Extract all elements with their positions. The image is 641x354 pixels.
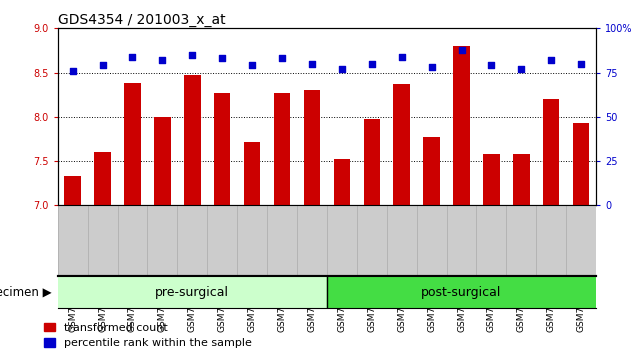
Point (337, 66, 347, 72)
Bar (274, 93, 290, 205)
Bar (333, 159, 350, 205)
Bar (363, 119, 380, 205)
Bar (124, 83, 141, 205)
Bar (423, 137, 440, 205)
Bar (94, 152, 111, 205)
Bar (184, 75, 201, 205)
Text: post-surgical: post-surgical (421, 286, 502, 298)
Point (217, 56, 228, 61)
Bar (64, 176, 81, 205)
Point (367, 61, 377, 67)
Point (247, 63, 257, 68)
Point (397, 54, 407, 59)
Bar (543, 99, 560, 205)
Point (426, 64, 437, 70)
Bar (453, 46, 470, 205)
Point (187, 52, 197, 58)
Bar (214, 93, 231, 205)
Point (157, 57, 167, 63)
Bar (304, 90, 320, 205)
Text: specimen ▶: specimen ▶ (0, 286, 51, 298)
Point (546, 57, 556, 63)
Legend: transformed count, percentile rank within the sample: transformed count, percentile rank withi… (44, 322, 252, 348)
Point (576, 61, 587, 67)
Point (97, 63, 108, 68)
Point (277, 56, 287, 61)
Point (67, 68, 78, 74)
Text: pre-surgical: pre-surgical (155, 286, 229, 298)
Bar (58, 276, 327, 308)
Point (516, 66, 526, 72)
Point (456, 47, 467, 52)
Bar (394, 84, 410, 205)
Bar (154, 117, 171, 205)
Bar (483, 154, 500, 205)
Point (307, 61, 317, 67)
Point (128, 54, 138, 59)
Bar (573, 123, 590, 205)
Text: GDS4354 / 201003_x_at: GDS4354 / 201003_x_at (58, 13, 226, 27)
Bar (327, 276, 596, 308)
Point (487, 63, 497, 68)
Bar (244, 142, 260, 205)
Bar (513, 154, 529, 205)
